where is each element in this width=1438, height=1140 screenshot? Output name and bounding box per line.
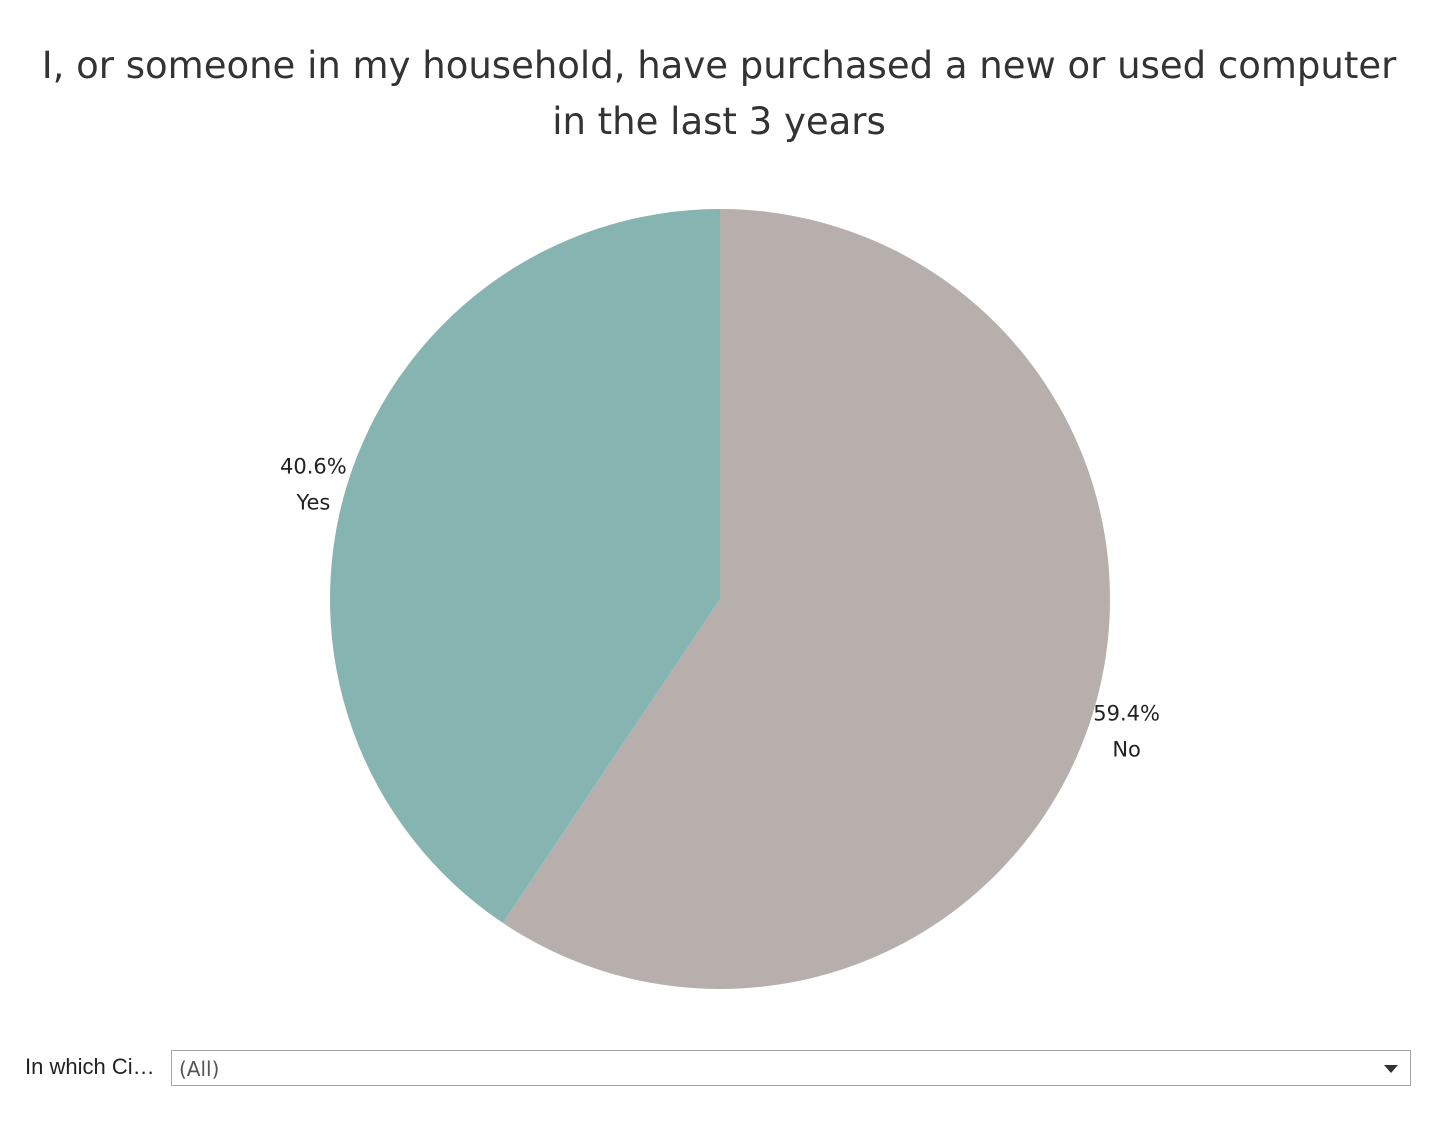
chart-title-line-2: in the last 3 years [552, 100, 886, 143]
city-filter-dropdown[interactable]: (All) [171, 1050, 1411, 1086]
pie-chart: 59.4% No 40.6% Yes [280, 209, 1160, 990]
chart-title-line-1: I, or someone in my household, have purc… [41, 44, 1397, 87]
chevron-down-icon[interactable] [1384, 1065, 1398, 1073]
slice-percent-label-no: 59.4% [1093, 702, 1160, 726]
filter-label: In which Ci… [25, 1054, 155, 1079]
slice-category-label-yes: Yes [295, 490, 330, 514]
slice-category-label-no: No [1112, 738, 1141, 762]
filter-row: In which Ci… (All) [0, 1048, 1438, 1090]
chart-title: I, or someone in my household, have purc… [0, 38, 1438, 150]
filter-selected-value: (All) [179, 1057, 220, 1081]
slice-percent-label-yes: 40.6% [280, 454, 347, 478]
pie-slice-no[interactable] [502, 209, 1111, 990]
pie-slice-yes[interactable] [330, 209, 720, 923]
